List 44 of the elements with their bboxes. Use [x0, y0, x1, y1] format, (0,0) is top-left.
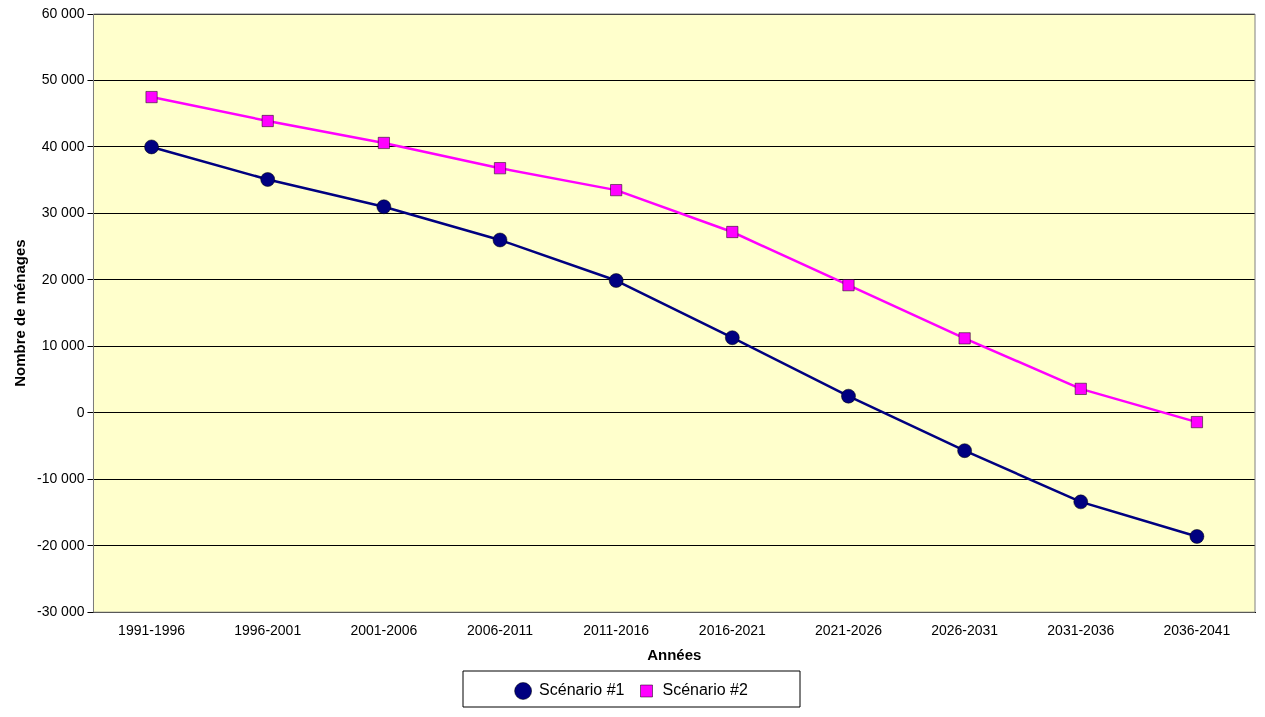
point [841, 388, 856, 404]
point [957, 443, 972, 458]
y-tick-label: 40 000 [41, 137, 85, 154]
point [144, 139, 159, 155]
y-tick-label: -20 000 [37, 536, 85, 553]
point [1073, 494, 1089, 510]
y-tick-label: 0 [76, 403, 85, 420]
point [842, 279, 855, 292]
y-tick-label: -10 000 [37, 470, 85, 487]
point [494, 162, 506, 175]
point [958, 332, 971, 345]
point [145, 91, 158, 103]
x-tick-label: 2006-2011 [467, 622, 534, 639]
point [261, 115, 274, 127]
y-tick-label: 30 000 [41, 204, 85, 221]
point [610, 184, 623, 197]
x-tick-label: 2001-2006 [350, 622, 418, 639]
point [1074, 382, 1087, 395]
y-tick-label: 20 000 [41, 270, 85, 287]
point [260, 172, 275, 187]
x-tick-label: 2036-2041 [1163, 622, 1231, 639]
x-tick-label: 1991-1996 [118, 622, 186, 639]
y-tick-label: 50 000 [41, 71, 85, 88]
point [608, 273, 624, 288]
x-axis-title: Années [647, 646, 702, 664]
point [376, 199, 392, 214]
y-tick-label: 10 000 [41, 337, 85, 354]
legend-label: Scénario #1 [539, 681, 625, 699]
y-tick-label: 60 000 [41, 4, 85, 21]
x-tick-label: 2021-2026 [814, 622, 883, 639]
x-tick-label: 2026-2031 [931, 622, 999, 639]
point [1191, 416, 1203, 429]
x-tick-label: 2016-2021 [698, 622, 767, 639]
point [492, 232, 508, 248]
x-tick-label: 2011-2016 [583, 622, 650, 639]
point [726, 226, 739, 238]
y-tick-label: -30 000 [37, 603, 85, 620]
x-tick-label: 1996-2001 [234, 622, 302, 639]
point [725, 330, 740, 345]
point [377, 137, 390, 149]
point [1189, 529, 1205, 544]
legend-label: Scénario #2 [662, 681, 748, 699]
x-tick-label: 2031-2036 [1047, 622, 1115, 639]
y-axis-title: Nombre de ménages [11, 239, 29, 387]
